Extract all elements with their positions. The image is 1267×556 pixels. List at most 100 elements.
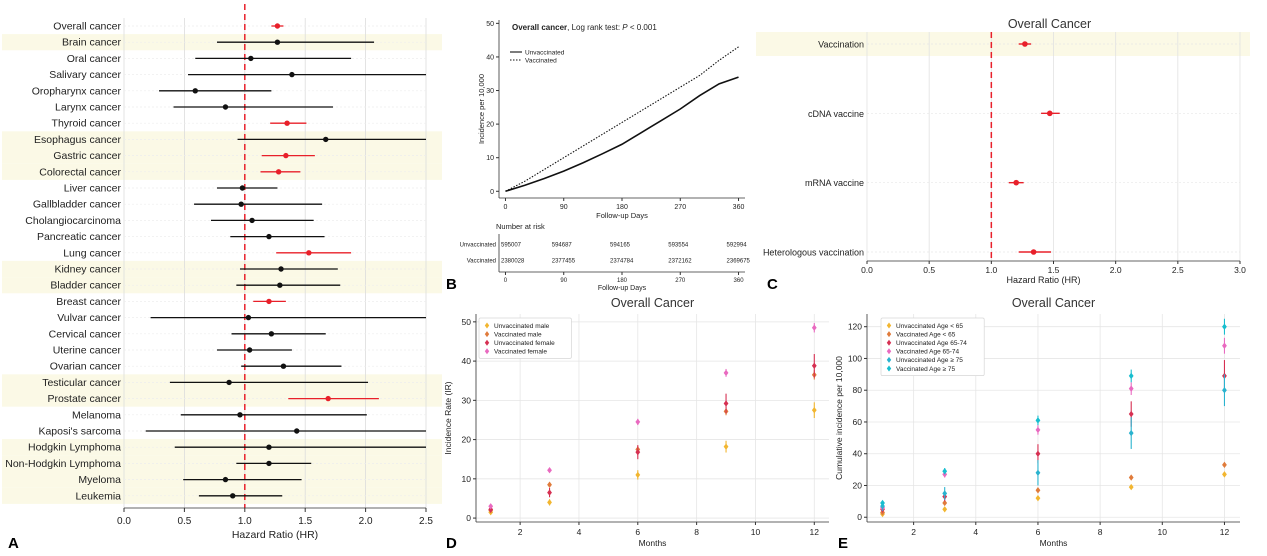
series-line-unvaccinated [505,76,739,193]
x-tick-label: 4 [973,527,978,537]
x-tick-label: 2.5 [1172,265,1184,275]
hr-point [222,476,229,483]
x-tick-label: 8 [1098,527,1103,537]
hr-point [266,233,272,240]
row-label: Hodgkin Lymphoma [28,442,121,454]
data-point [723,443,729,450]
row-label: Liver cancer [64,183,122,195]
panel-d-sex-incidence: Overall Cancer 0 10 20 30 40 50 2 4 6 8 10 12 Months I… [443,296,829,548]
data-point [811,406,817,414]
hr-point [226,379,232,386]
data-point [942,467,948,475]
row-label: Prostate cancer [47,393,121,405]
row-label: Vaccination [818,40,864,50]
row-label: Esophagus cancer [34,134,121,146]
legend-label: Vaccinated Age < 65 [896,331,956,338]
hr-point [325,395,331,402]
x-tick-label: 1.0 [238,516,252,527]
x-tick-label: 8 [694,527,699,537]
data-point [942,490,948,497]
y-tick-label: 30 [486,88,494,95]
data-point [1128,385,1134,392]
hr-point [280,363,287,369]
x-axis-label: Follow-up Days [596,211,648,220]
data-point [1128,474,1134,481]
x-tick-label: 180 [617,278,628,284]
data-point [1035,469,1041,476]
data-point [1128,410,1134,418]
data-point [1222,461,1227,469]
data-point [880,499,885,507]
hr-point [1030,249,1037,255]
y-tick-label: 40 [486,54,494,61]
x-tick-label: 4 [577,527,582,537]
legend-marker [886,331,892,338]
hr-point [283,152,289,159]
row-label: Bladder cancer [50,280,121,292]
data-point [1128,429,1134,437]
panel-a-forest-plot: Overall cancer Brain cancer Oral cancer Sal… [2,4,442,541]
y-tick-label: 0 [490,189,494,196]
panel-c-vaccine-forest-plot: Overall Cancer Vaccination cDNA vaccine mRN… [756,17,1250,285]
legend-label: Vaccinated [525,58,557,65]
chart-title: Overall Cancer [1008,17,1091,31]
hr-point [1013,179,1019,186]
legend-marker [484,339,490,346]
data-point [723,369,729,377]
y-tick-label: 10 [486,155,494,162]
row-label: Overall cancer [53,21,121,33]
data-point [547,489,552,496]
legend-label: Vaccinated male [494,331,542,338]
risk-cell: 594165 [610,243,631,249]
x-tick-label: 0.5 [177,516,191,527]
risk-cell: 594687 [552,243,573,249]
legend-label: Unvaccinated male [494,323,550,330]
panel-letter-e: E [838,535,848,552]
x-tick-label: 2 [911,527,916,537]
legend-label: Vaccinated female [494,349,547,356]
row-label: Myeloma [78,474,121,486]
data-point [1222,387,1227,394]
row-label: Thyroid cancer [52,118,122,130]
hr-point [277,282,283,288]
x-tick-label: 0 [504,278,508,284]
risk-cell: 592994 [727,243,748,249]
data-point [942,506,948,513]
row-label: Kidney cancer [54,264,121,276]
panel-letter-b: B [446,276,457,293]
x-tick-label: 2.0 [1110,265,1122,275]
x-tick-label: 3.0 [1234,265,1246,275]
legend-label: Unvaccinated [525,50,565,57]
x-tick-label: 2 [518,527,523,537]
x-tick-label: 0.0 [117,516,131,527]
x-tick-label: 90 [560,204,568,211]
y-tick-label: 20 [462,435,472,445]
data-point [488,503,494,510]
y-tick-label: 50 [486,21,494,28]
y-axis-label: Incidence per 10,000 [477,74,486,144]
risk-table-x-label: Follow-up Days [598,285,647,292]
row-label: Gastric cancer [53,150,121,162]
y-tick-label: 50 [462,317,472,327]
hr-point [266,460,272,467]
row-label: Heterologous vaccination [763,248,864,258]
data-point [547,499,552,506]
risk-cell: 595007 [501,243,522,249]
x-tick-label: 1.5 [298,516,312,527]
x-tick-label: 2.0 [359,516,373,527]
hr-point [245,314,252,321]
y-tick-label: 20 [486,122,494,129]
chart-title: Overall Cancer [1012,296,1095,310]
data-point [1128,483,1134,491]
row-label: Melanoma [72,409,121,421]
hr-point [248,55,254,62]
risk-cell: 2377455 [552,259,576,265]
data-point [811,324,817,331]
x-tick-label: 6 [1036,527,1041,537]
hr-point [323,136,329,143]
y-tick-label: 30 [462,395,472,405]
data-point [547,466,552,474]
x-tick-label: 12 [810,527,820,537]
data-point [1035,494,1041,502]
legend-box [880,317,985,376]
